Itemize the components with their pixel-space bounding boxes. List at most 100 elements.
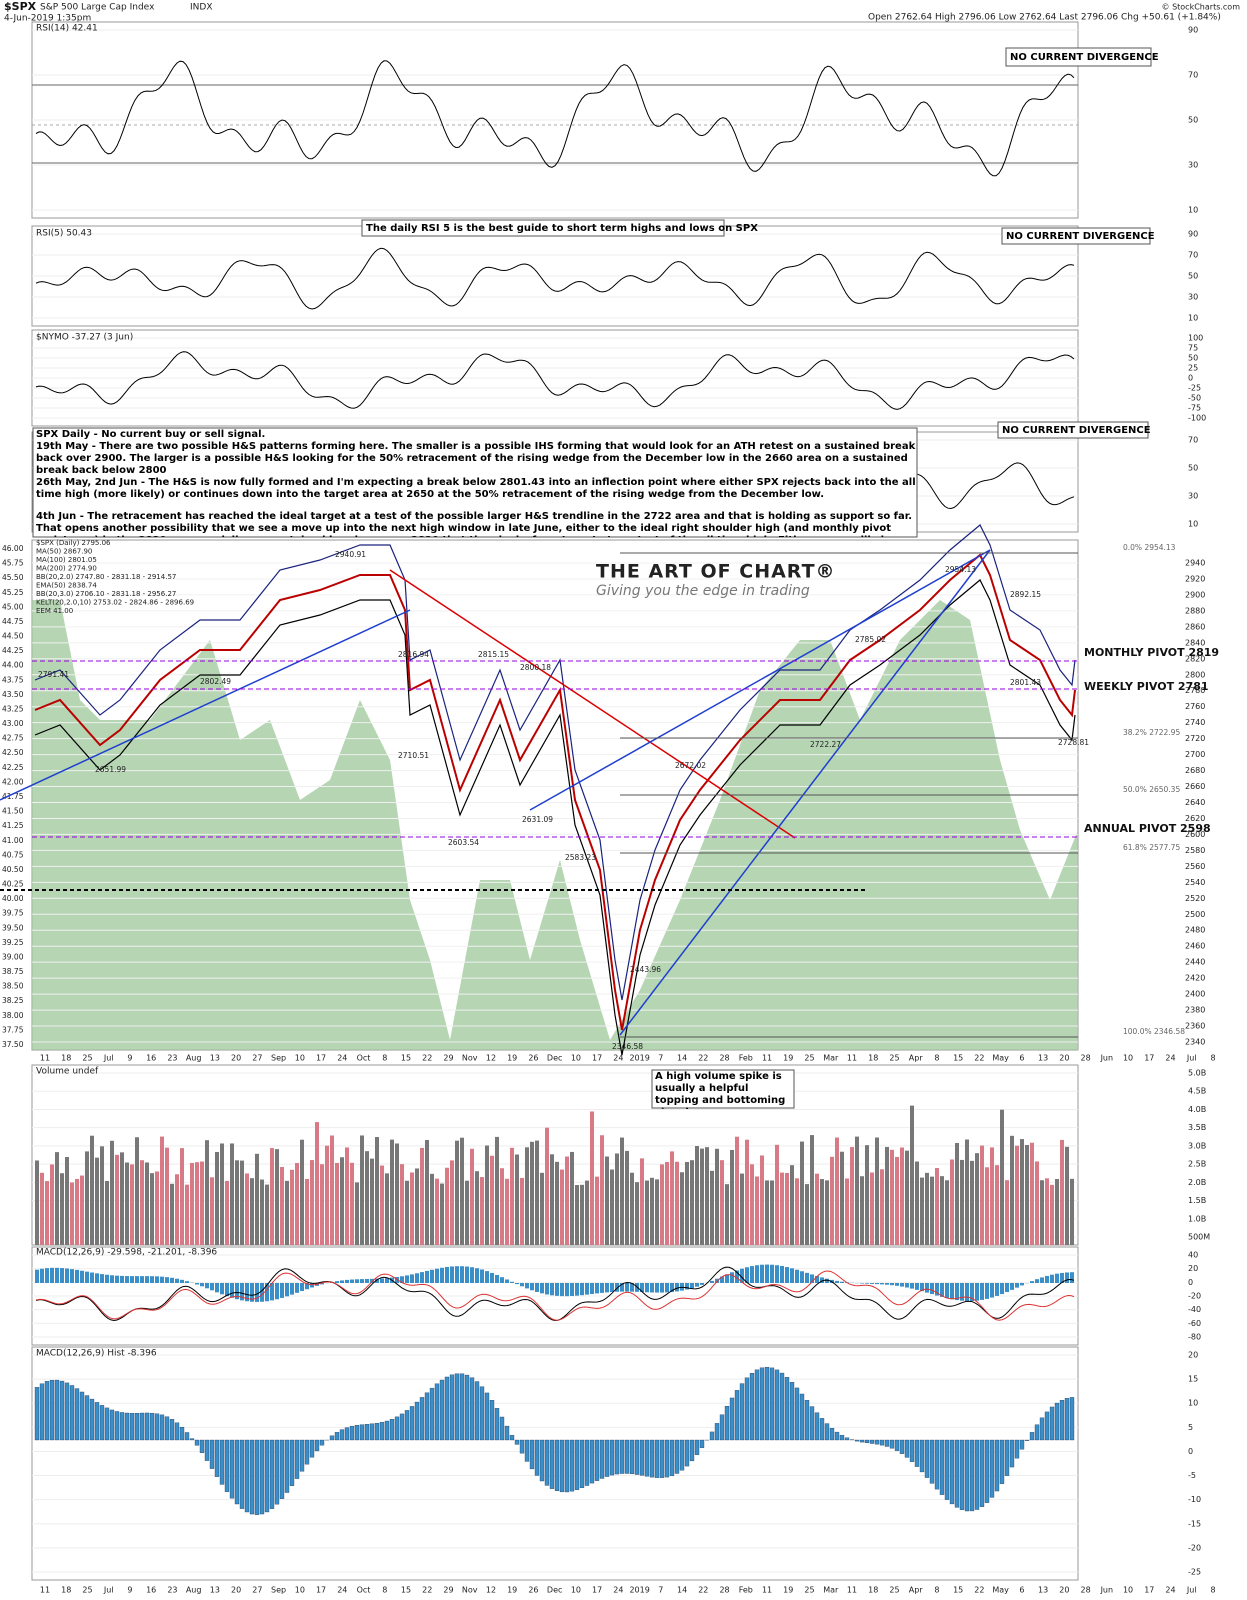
hist-bar — [464, 1374, 470, 1441]
hist-bar — [649, 1439, 655, 1478]
x-tick-label: Jun — [1100, 1586, 1114, 1595]
left-tick-label: 39.50 — [2, 923, 24, 932]
macd-bar — [110, 1275, 114, 1283]
macd-bar — [510, 1281, 514, 1283]
macd-bar — [70, 1269, 74, 1283]
date: 4-Jun-2019 1:35pm — [4, 14, 91, 24]
x-tick-label: 27 — [252, 1054, 262, 1063]
hist-bar — [159, 1414, 165, 1441]
macd-bar — [625, 1283, 629, 1292]
macd-bar — [550, 1283, 554, 1296]
macd-bar — [785, 1267, 789, 1283]
volume-bar — [320, 1164, 324, 1245]
hist-bar — [299, 1439, 305, 1472]
y-tick-label: -60 — [1188, 1319, 1201, 1328]
volume-bar — [640, 1158, 644, 1245]
y-tick-label: 20 — [1188, 1351, 1198, 1360]
right-tick-label: 2620 — [1185, 814, 1205, 823]
volume-bar — [275, 1149, 279, 1245]
volume-bar — [145, 1162, 149, 1245]
legend-entry: $SPX (Daily) 2795.06 — [36, 539, 111, 547]
fib-label: 50.0% 2650.35 — [1123, 785, 1180, 794]
commentary: SPX Daily - No current buy or sell signa… — [36, 429, 916, 537]
macd-bar — [140, 1276, 144, 1283]
hist-bar — [444, 1376, 450, 1441]
hist-bar — [209, 1439, 215, 1469]
rsi14-line — [35, 60, 1075, 177]
hist-bar — [229, 1439, 235, 1499]
x-tick-label: 15 — [953, 1586, 963, 1595]
volume-bar — [765, 1180, 769, 1245]
y-tick-label: 0 — [1188, 374, 1193, 383]
macd-bar — [590, 1283, 594, 1295]
macd-bar — [115, 1275, 119, 1283]
macd-bar — [85, 1271, 89, 1283]
macd-bar — [1030, 1281, 1034, 1283]
volume-bar — [1035, 1161, 1039, 1245]
volume-bar — [715, 1148, 719, 1245]
right-tick-label: 2560 — [1185, 862, 1205, 871]
volume-bar — [620, 1137, 624, 1245]
name: S&P 500 Large Cap Index — [40, 3, 155, 13]
right-tick-label: 2880 — [1185, 606, 1205, 615]
macd-bar — [375, 1278, 379, 1283]
volume-bar — [315, 1122, 319, 1245]
hist-bar — [504, 1425, 510, 1441]
x-tick-label: Nov — [462, 1586, 478, 1595]
volume-bar — [45, 1181, 49, 1245]
hist-bar — [884, 1439, 890, 1447]
x-tick-label: 11 — [40, 1586, 50, 1595]
hist-bar — [589, 1439, 595, 1484]
hist-bar — [469, 1377, 475, 1441]
right-tick-label: 2420 — [1185, 974, 1205, 983]
macd-bar — [560, 1283, 564, 1297]
macd-bar — [120, 1275, 124, 1283]
volume-bar — [195, 1162, 199, 1245]
macd-bar — [210, 1283, 214, 1291]
macd-bar — [1010, 1283, 1014, 1290]
hist-bar — [604, 1439, 610, 1477]
volume-bar — [1010, 1135, 1014, 1245]
x-tick-label: 15 — [953, 1054, 963, 1063]
price-label: 2802.49 — [200, 677, 231, 686]
y-tick-label: 90 — [1188, 26, 1198, 35]
macd-bar — [615, 1283, 619, 1292]
y-tick-label: -40 — [1188, 1305, 1201, 1314]
hist-bar — [639, 1439, 645, 1476]
volume-bar — [895, 1156, 899, 1245]
macd-bar — [800, 1271, 804, 1283]
volume-bar — [705, 1147, 709, 1245]
macd-bar — [690, 1283, 694, 1289]
x-tick-label: 19 — [507, 1054, 517, 1063]
right-tick-label: 2540 — [1185, 878, 1205, 887]
volume-bar — [510, 1147, 514, 1245]
macd-bar — [960, 1283, 964, 1301]
x-tick-label: 20 — [1059, 1054, 1069, 1063]
volume-bar — [410, 1172, 414, 1245]
right-tick-label: 2840 — [1185, 638, 1205, 647]
volume-bar — [65, 1156, 69, 1245]
macd-bar — [810, 1274, 814, 1283]
macd-bar — [655, 1283, 659, 1293]
x-tick-label: 24 — [613, 1586, 623, 1595]
hist-bar — [124, 1412, 130, 1441]
x-tick-label: 8 — [934, 1586, 939, 1595]
hist-bar — [304, 1439, 310, 1465]
y-tick-label: 15 — [1188, 1375, 1198, 1384]
macd-bar — [165, 1277, 169, 1283]
x-tick-label: 16 — [146, 1586, 156, 1595]
hist-bar — [349, 1426, 355, 1441]
macd-bar — [465, 1266, 469, 1283]
macd-bar — [290, 1283, 294, 1295]
commentary-line: 26th May, 2nd Jun - The H&S is now fully… — [36, 477, 916, 500]
macd-bar — [155, 1276, 159, 1283]
pivot-label: ANNUAL PIVOT 2598 — [1084, 822, 1211, 835]
volume-bar — [210, 1177, 214, 1245]
y-tick-label: 10 — [1188, 520, 1198, 529]
hist-bar — [909, 1439, 915, 1462]
volume-bar — [670, 1151, 674, 1245]
volume-bar — [135, 1137, 139, 1245]
x-tick-label: 25 — [804, 1586, 814, 1595]
macd-bar — [745, 1267, 749, 1283]
macd-bar — [980, 1283, 984, 1300]
